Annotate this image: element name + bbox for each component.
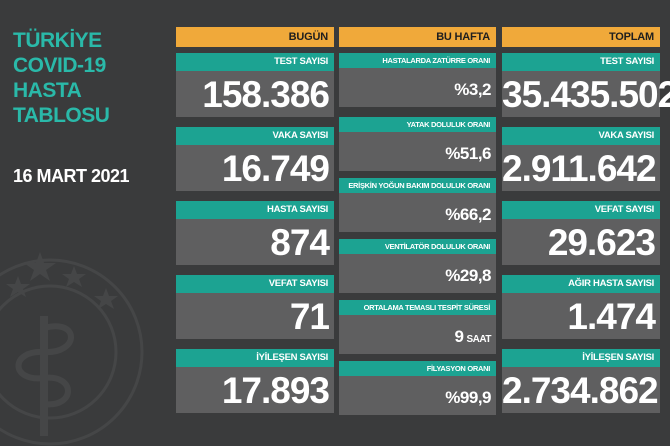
total-case-value: 2.911.642 <box>502 145 660 191</box>
header-week: BU HAFTA <box>339 27 496 47</box>
total-case-label: VAKA SAYISI <box>502 127 660 145</box>
today-test-card: TEST SAYISI 158.386 <box>176 53 334 117</box>
total-death-label: VEFAT SAYISI <box>502 201 660 219</box>
week-filiation-label: FİLYASYON ORANI <box>339 361 496 376</box>
today-death-value: 71 <box>176 293 334 339</box>
week-bed-label: YATAK DOLULUK ORANI <box>339 117 496 132</box>
week-pneumonia-value: %3,2 <box>339 68 496 107</box>
header-today: BUGÜN <box>176 27 334 47</box>
week-contact-number: 9 <box>454 327 464 346</box>
total-death-value: 29.623 <box>502 219 660 265</box>
week-bed-value: %51,6 <box>339 132 496 171</box>
total-critical-card: AĞIR HASTA SAYISI 1.474 <box>502 275 660 339</box>
title-line-4: TABLOSU <box>13 104 110 127</box>
week-contact-card: ORTALAMA TEMASLI TESPİT SÜRESİ 9 SAAT <box>339 300 496 354</box>
header-total: TOPLAM <box>502 27 660 47</box>
total-critical-value: 1.474 <box>502 293 660 339</box>
week-ventilator-label: VENTİLATÖR DOLULUK ORANI <box>339 239 496 254</box>
today-death-card: VEFAT SAYISI 71 <box>176 275 334 339</box>
week-filiation-value: %99,9 <box>339 376 496 415</box>
today-test-label: TEST SAYISI <box>176 53 334 71</box>
today-recovered-card: İYİLEŞEN SAYISI 17.893 <box>176 349 334 413</box>
total-test-card: TEST SAYISI 35.435.502 <box>502 53 670 117</box>
total-recovered-card: İYİLEŞEN SAYISI 2.734.862 <box>502 349 660 413</box>
today-recovered-label: İYİLEŞEN SAYISI <box>176 349 334 367</box>
total-critical-label: AĞIR HASTA SAYISI <box>502 275 660 293</box>
today-death-label: VEFAT SAYISI <box>176 275 334 293</box>
today-patient-value: 874 <box>176 219 334 265</box>
week-pneumonia-card: HASTALARDA ZATÜRRE ORANI %3,2 <box>339 53 496 107</box>
total-death-card: VEFAT SAYISI 29.623 <box>502 201 660 265</box>
today-case-card: VAKA SAYISI 16.749 <box>176 127 334 191</box>
week-ventilator-value: %29,8 <box>339 254 496 293</box>
week-bed-card: YATAK DOLULUK ORANI %51,6 <box>339 117 496 171</box>
week-contact-value: 9 SAAT <box>339 315 496 354</box>
title-line-3: HASTA <box>13 79 82 102</box>
week-icu-value: %66,2 <box>339 193 496 232</box>
today-case-value: 16.749 <box>176 145 334 191</box>
title-line-2: COVID-19 <box>13 54 106 77</box>
page-title: TÜRKİYE COVID-19 HASTA TABLOSU <box>13 28 110 128</box>
today-case-label: VAKA SAYISI <box>176 127 334 145</box>
week-filiation-card: FİLYASYON ORANI %99,9 <box>339 361 496 415</box>
week-pneumonia-label: HASTALARDA ZATÜRRE ORANI <box>339 53 496 68</box>
week-contact-label: ORTALAMA TEMASLI TESPİT SÜRESİ <box>339 300 496 315</box>
total-test-value: 35.435.502 <box>502 71 670 117</box>
report-date: 16 MART 2021 <box>13 166 130 186</box>
week-ventilator-card: VENTİLATÖR DOLULUK ORANI %29,8 <box>339 239 496 293</box>
total-test-label: TEST SAYISI <box>502 53 660 71</box>
week-icu-card: ERİŞKİN YOĞUN BAKIM DOLULUK ORANI %66,2 <box>339 178 496 232</box>
today-recovered-value: 17.893 <box>176 367 334 413</box>
total-recovered-value: 2.734.862 <box>502 367 660 413</box>
today-patient-label: HASTA SAYISI <box>176 201 334 219</box>
total-case-card: VAKA SAYISI 2.911.642 <box>502 127 660 191</box>
total-recovered-label: İYİLEŞEN SAYISI <box>502 349 660 367</box>
week-icu-label: ERİŞKİN YOĞUN BAKIM DOLULUK ORANI <box>339 178 496 193</box>
today-patient-card: HASTA SAYISI 874 <box>176 201 334 265</box>
ministry-emblem-icon <box>0 252 144 446</box>
week-contact-unit: SAAT <box>466 334 492 345</box>
today-test-value: 158.386 <box>176 71 334 117</box>
title-line-1: TÜRKİYE <box>13 29 102 52</box>
